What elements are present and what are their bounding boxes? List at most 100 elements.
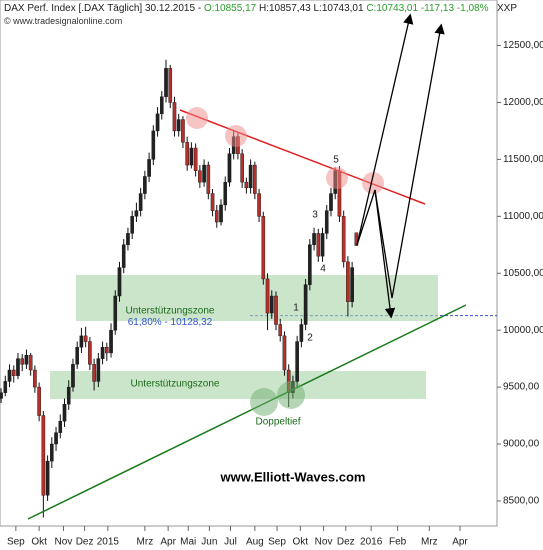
candle-body (79, 335, 84, 348)
candle-body (54, 432, 58, 445)
candle-body (219, 204, 223, 223)
x-tick-label: Nov (55, 537, 73, 548)
y-tick-label: 10000,00 (503, 325, 543, 336)
wave-label: 5 (333, 155, 339, 166)
candle-body (37, 386, 41, 416)
projection-arrow (374, 189, 396, 319)
candle-body (172, 102, 177, 132)
candle-body (320, 233, 325, 257)
candle-body (24, 355, 29, 365)
projection-arrow (356, 13, 414, 246)
x-tick-label: Okt (293, 537, 309, 548)
candle-body (244, 181, 249, 189)
candle-body (138, 193, 143, 211)
y-tick-label: 9000,00 (503, 439, 540, 450)
x-tick-label: Sep (7, 537, 25, 548)
candle-body (96, 358, 101, 382)
resistance-line (179, 109, 426, 205)
candle-body (193, 147, 198, 171)
x-tick-label: Dez (76, 537, 94, 548)
candle-body (214, 210, 219, 223)
candle-body (248, 164, 253, 189)
candle-body (28, 355, 33, 371)
y-tick-label: 10500,00 (503, 268, 543, 279)
candle-body (71, 364, 75, 388)
candle-body (7, 369, 12, 382)
candle-body (346, 261, 350, 302)
x-tick-label: Mrz (137, 537, 154, 548)
candle-body (308, 244, 312, 285)
candle-body (147, 159, 151, 177)
candle-body (265, 278, 270, 314)
touch-circle (186, 107, 208, 129)
header-change-pct: -1,08% (456, 3, 489, 14)
candle-body (105, 347, 109, 354)
support-zone-lower (50, 371, 426, 399)
candle-body (58, 421, 63, 433)
candle-body (41, 415, 46, 496)
candle-body (227, 153, 232, 183)
candle-body (164, 68, 168, 97)
support-trendline (27, 304, 467, 520)
candle-body (253, 164, 257, 194)
x-tick-label: Okt (31, 537, 47, 548)
header-open: O:10855,17 (203, 3, 257, 14)
x-tick-label: Feb (389, 537, 407, 548)
candle-body (274, 295, 278, 325)
fib-label: 61,80% - 10128,32 (128, 317, 213, 328)
x-tick-label: 2016 (360, 537, 383, 548)
candle-body (92, 364, 96, 382)
candle-body (202, 164, 206, 183)
candle-body (33, 369, 37, 388)
projection-arrow (356, 23, 445, 299)
candle-body (282, 335, 287, 371)
y-tick-label: 11500,00 (503, 154, 543, 165)
candle-body (155, 113, 160, 132)
candle-body (257, 193, 261, 217)
candle-body (50, 443, 54, 462)
candle-body (83, 335, 88, 342)
wave-label: 3 (312, 210, 318, 221)
candle-body (223, 181, 228, 206)
x-tick-label: Dez (337, 537, 355, 548)
candle-body (62, 403, 67, 422)
watermark: www.Elliott-Waves.com (220, 469, 366, 484)
double-bottom-label: Doppeltief (255, 417, 300, 428)
x-tick-label: Jul (224, 537, 237, 548)
candle-body (0, 392, 3, 399)
code: XXP (496, 3, 517, 14)
candle-body (16, 358, 20, 376)
candle-body (143, 176, 147, 194)
candle-body (134, 210, 139, 217)
candle-body (121, 244, 126, 268)
x-tick-label: Apr (160, 537, 176, 548)
candle-body (329, 193, 333, 211)
candle-body (66, 386, 71, 405)
candle-body (312, 233, 316, 245)
y-tick-label: 9500,00 (503, 382, 540, 393)
candle-body (45, 460, 50, 496)
y-tick-label: 12500,00 (503, 40, 543, 51)
candle-body (176, 119, 181, 132)
x-tick-label: 2015 (97, 537, 120, 548)
candle-body (278, 324, 283, 337)
zone-label: Unterstützungszone (126, 306, 215, 317)
candle-body (159, 96, 164, 115)
candle-body (261, 216, 266, 280)
candle-body (350, 267, 354, 302)
candle-body (303, 284, 308, 325)
wave-label: 4 (320, 264, 326, 275)
x-tick-label: Mai (180, 537, 196, 548)
y-tick-label: 11000,00 (503, 211, 543, 222)
candle-body (168, 68, 173, 103)
candle-body (130, 216, 134, 234)
candle-body (198, 170, 202, 183)
x-tick-label: Apr (452, 537, 468, 548)
candle-body (181, 119, 185, 143)
source: © www.tradesignalonline.com (4, 16, 123, 26)
candle-body (20, 358, 25, 365)
candle-body (240, 153, 244, 183)
candle-body (113, 295, 118, 331)
candle-body (299, 324, 304, 342)
